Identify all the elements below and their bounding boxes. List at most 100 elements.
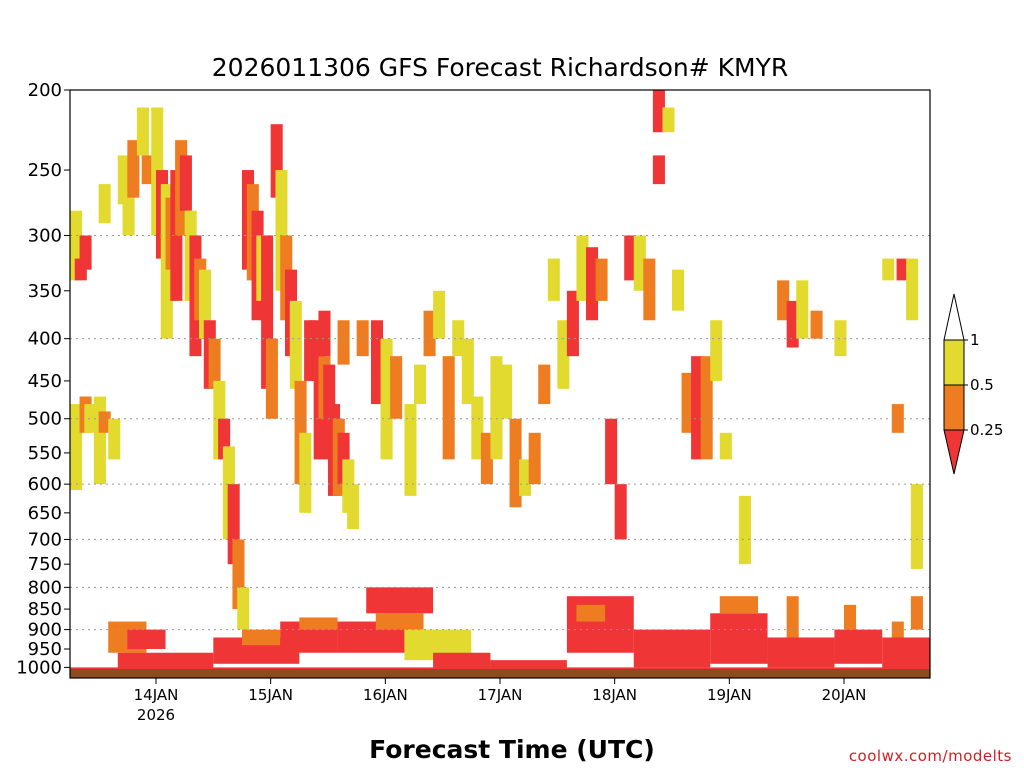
heatmap-cell [318,310,331,357]
heatmap-cell [528,432,541,485]
heatmap-cell [681,372,694,433]
heatmap-cell [208,338,221,389]
heatmap-cell [480,432,493,485]
heatmap-cell [390,356,403,419]
heatmap-cell [84,404,97,433]
credit-text: coolwx.com/modelts [849,747,1012,765]
heatmap-cell [452,320,465,357]
boundary-layer-cell [633,629,711,668]
heatmap-cell [79,235,92,270]
heatmap-cell [490,356,503,460]
heatmap-cell [882,258,895,281]
x-tick-label: 15JAN [248,686,293,704]
boundary-layer-cell [117,652,214,671]
heatmap-cell [672,269,685,311]
heatmap-cell [652,155,665,185]
y-tick-label: 900 [28,620,62,641]
colorbar-bin [943,384,965,431]
heatmap-cell [538,364,551,405]
boundary-layer-cell [834,629,883,664]
y-tick-label: 200 [28,80,62,101]
y-tick-label: 350 [28,281,62,302]
heatmap-cell [93,396,106,485]
heatmap-cell [356,320,369,357]
pressure-axis: 200 250 300 350 400 450 500 550 600 650 700 7508008… [16,80,70,678]
boundary-layer-cell [127,629,166,649]
chart-title: 2026011306 GFS Forecast Richardson# KMYR [212,53,788,82]
heatmap-cell [299,432,312,513]
heatmap-cell [127,140,140,198]
heatmap-cell [810,310,823,339]
heatmap-cell [337,320,350,365]
heatmap-cell [710,320,723,381]
y-tick-label: 950 [28,639,62,660]
heatmap-cells [70,90,930,673]
y-tick-label: 800 [28,577,62,598]
y-tick-label: 700 [28,529,62,550]
heatmap-cell [633,235,646,291]
boundary-layer-cell [710,613,768,664]
heatmap-cell [719,432,732,460]
heatmap-cell [519,459,532,496]
y-tick-label: 550 [28,443,62,464]
y-tick-label: 450 [28,371,62,392]
heatmap-cell [777,280,790,321]
colorbar-legend: 1 0.5 0.25 [943,293,1003,475]
boundary-layer-cell [490,660,567,671]
x-tick-label: 17JAN [478,686,523,704]
colorbar-top-triangle [943,293,965,341]
heatmap-cell [380,338,393,460]
heatmap-cell [500,364,513,419]
heatmap-cell [906,258,919,321]
heatmap-cell [576,235,589,301]
heatmap-cell [643,258,656,321]
heatmap-cell [586,247,599,321]
colorbar-label: 0.25 [970,421,1003,439]
x-tick-label: 20JAN [822,686,867,704]
ground-layer [70,669,930,678]
x-tick-label: 19JAN [707,686,752,704]
heatmap-cell [108,418,121,460]
heatmap-cell [896,258,909,281]
y-tick-label: 300 [28,225,62,246]
heatmap-cell [136,107,149,156]
y-tick-label: 850 [28,599,62,620]
boundary-layer-cell [719,596,758,614]
heatmap-cell [347,484,360,530]
heatmap-cell [179,155,192,211]
heatmap-cell [509,418,522,508]
heatmap-cell [595,258,608,301]
boundary-layer-cell [366,587,434,614]
heatmap-cell [891,404,904,433]
heatmap-cell [471,396,484,460]
boundary-layer-cell [242,629,281,646]
heatmap-cell [557,320,570,389]
boundary-layer-cell [566,596,634,653]
heatmap-cell [834,320,847,357]
heatmap-cell [786,300,799,348]
boundary-layer-cell [576,604,606,622]
heatmap-cell [141,155,154,185]
time-axis: 14JAN 2026 15JAN 16JAN 17JAN 18JAN 19JAN 20JAN [134,678,867,724]
heatmap-cell [691,356,704,460]
x-axis-label: Forecast Time (UTC) [369,735,655,764]
heatmap-cell [844,604,857,630]
heatmap-cell [738,495,751,565]
y-tick-label: 500 [28,409,62,430]
heatmap-cell [442,356,455,460]
x-tick-sublabel: 2026 [137,706,175,724]
heatmap-cell [786,596,799,638]
heatmap-cell [289,300,302,389]
heatmap-cell [662,107,675,133]
y-tick-label: 750 [28,554,62,575]
heatmap-cell [70,404,83,491]
heatmap-cell [910,484,923,569]
heatmap-cell [614,484,627,540]
heatmap-cell [624,235,637,281]
x-tick-label: 16JAN [363,686,408,704]
colorbar-bin [943,339,965,386]
boundary-layer-cell [299,617,338,630]
boundary-layer-cell [767,637,835,668]
heatmap-cell [404,404,417,496]
y-tick-label: 1000 [16,657,62,678]
